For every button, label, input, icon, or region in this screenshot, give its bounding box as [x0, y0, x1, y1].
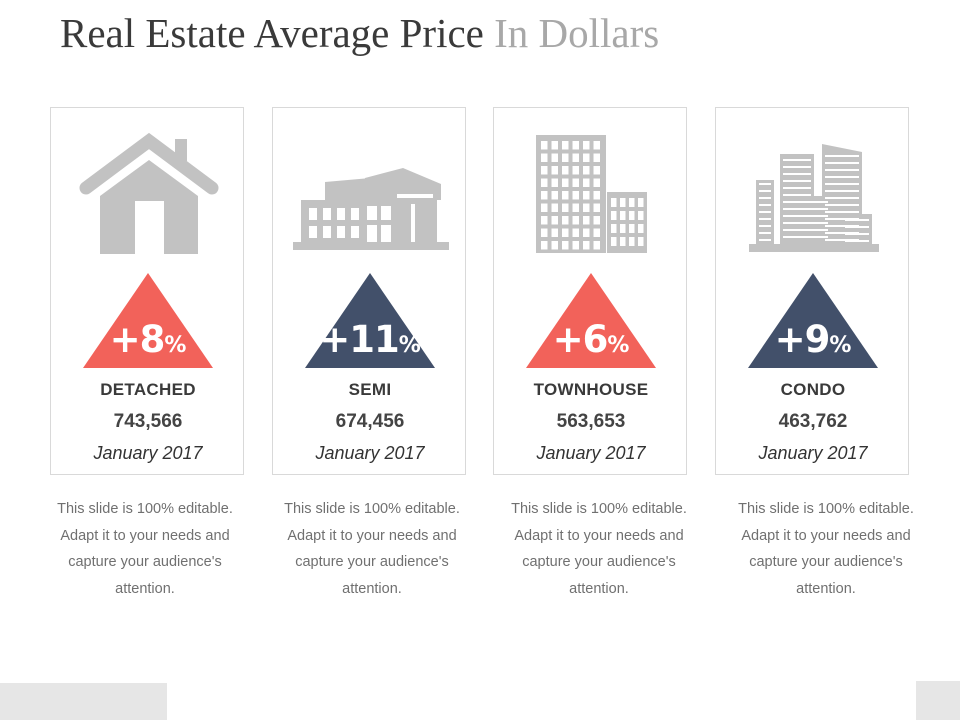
slide-title: Real Estate Average Price In Dollars: [60, 8, 659, 58]
title-main: Real Estate Average Price: [60, 10, 484, 56]
price-value: 743,566: [113, 411, 183, 432]
card-label: DETACHED: [100, 380, 196, 399]
footer-bar-right: [916, 681, 960, 720]
card-label: TOWNHOUSE: [533, 380, 649, 399]
price-date: January 2017: [315, 443, 425, 463]
card-label: CONDO: [780, 380, 846, 399]
change-triangle: [748, 273, 878, 368]
percent-change: +9%: [774, 318, 852, 361]
change-triangle: [305, 273, 435, 368]
townhouse-icon: [536, 135, 647, 253]
card-description: This slide is 100% editable. Adapt it to…: [57, 501, 233, 597]
card-description: This slide is 100% editable. Adapt it to…: [284, 501, 460, 597]
percent-change: +11%: [319, 318, 421, 361]
price-date: January 2017: [93, 443, 203, 463]
card-description: This slide is 100% editable. Adapt it to…: [738, 501, 914, 597]
condo-buildings-icon: [749, 144, 879, 252]
price-value: 463,762: [778, 411, 848, 432]
card-label: SEMI: [348, 380, 392, 399]
change-triangle: [83, 273, 213, 368]
price-date: January 2017: [536, 443, 646, 463]
title-accent: In Dollars: [494, 10, 660, 56]
card-condo: +9% CONDO 463,762 January 2017: [715, 107, 909, 475]
card-townhouse: +6% TOWNHOUSE 563,653 January 2017: [493, 107, 687, 475]
price-value: 563,653: [556, 411, 626, 432]
card-description: This slide is 100% editable. Adapt it to…: [511, 501, 687, 597]
house-icon: [79, 132, 219, 254]
card-semi: +11% SEMI 674,456 January 2017: [272, 107, 466, 475]
card-detached: +8% DETACHED 743,566 January 2017: [50, 107, 244, 475]
price-date: January 2017: [758, 443, 868, 463]
percent-change: +6%: [552, 318, 630, 361]
percent-change: +8%: [109, 318, 187, 361]
footer-bar-left: [0, 683, 167, 720]
change-triangle: [526, 273, 656, 368]
semi-building-icon: [293, 168, 449, 250]
price-value: 674,456: [335, 411, 405, 432]
